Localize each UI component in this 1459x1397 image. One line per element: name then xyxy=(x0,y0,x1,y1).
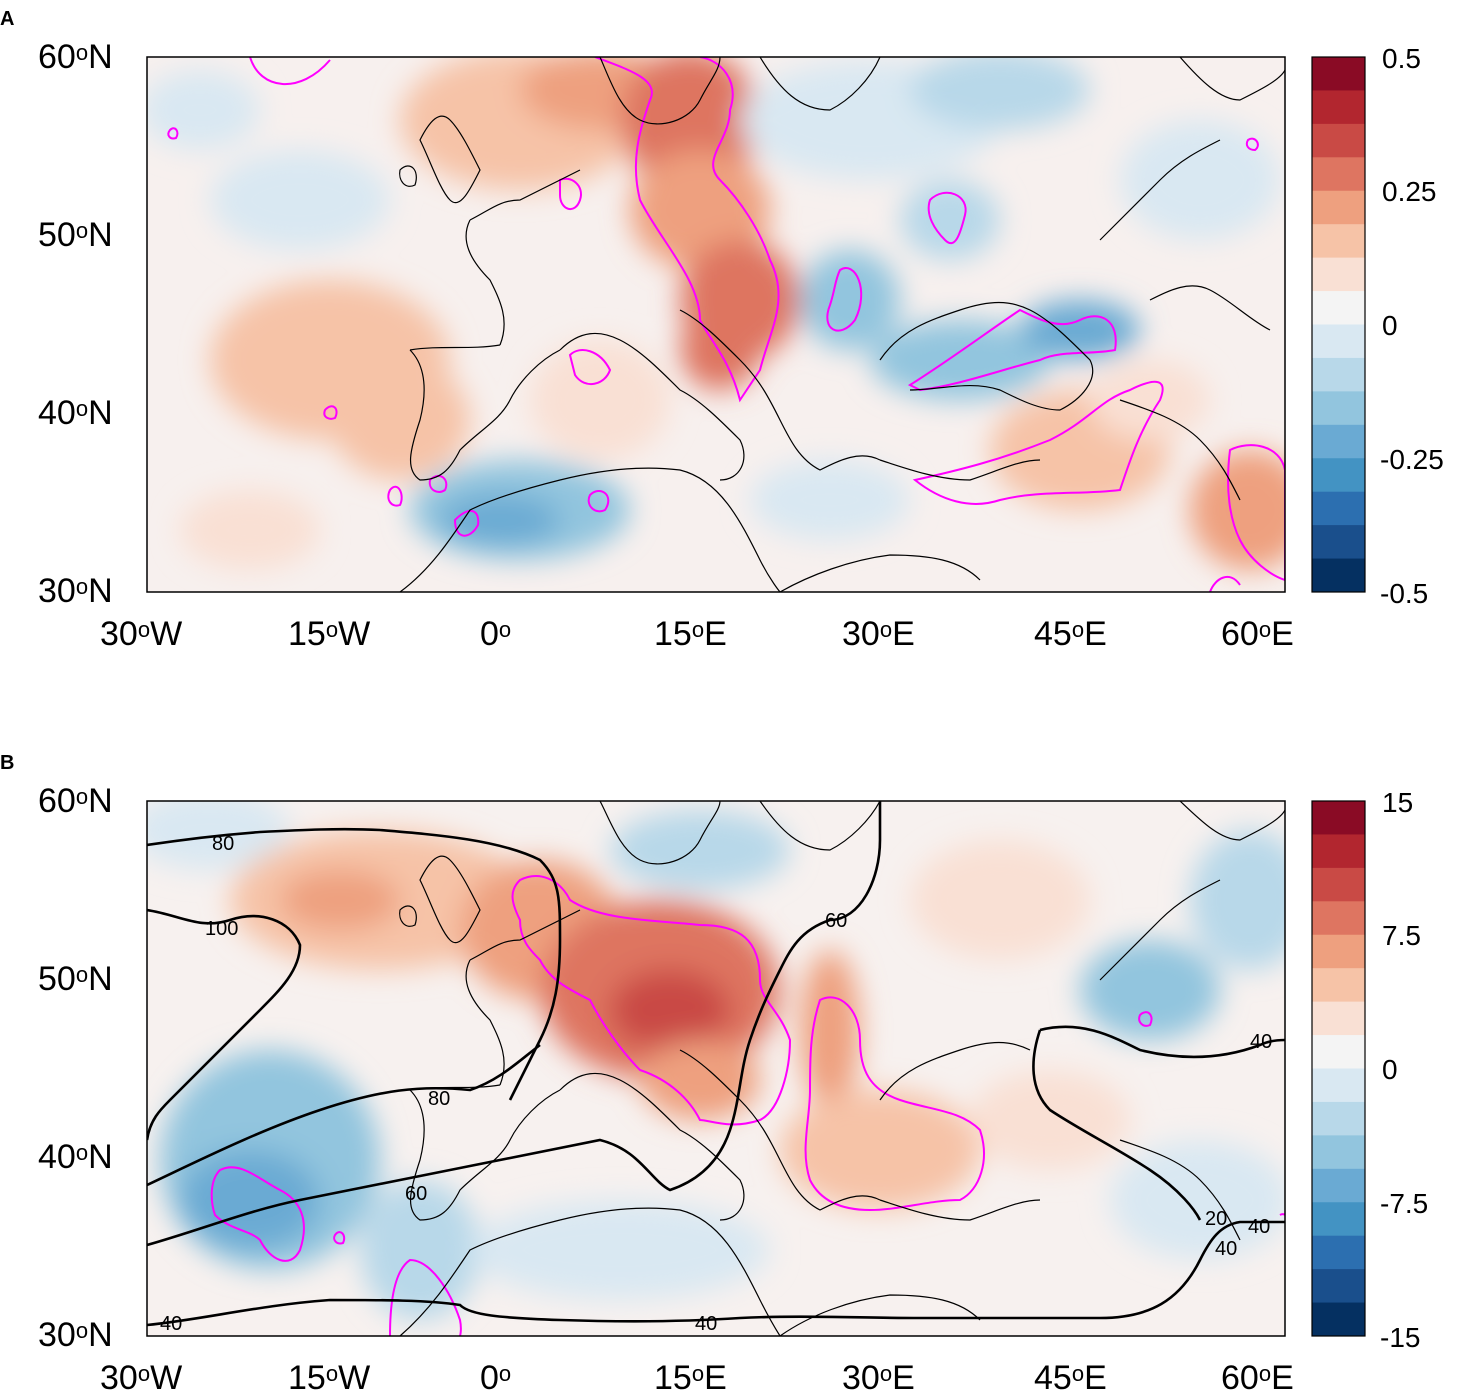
panel-a-significance-contours xyxy=(167,57,1285,592)
contour-label: 40 xyxy=(160,1313,182,1335)
latitude-tick-label: 50oN xyxy=(38,960,113,998)
colorbar-swatch xyxy=(1312,934,1365,969)
latitude-tick-label: 40oN xyxy=(38,1138,113,1176)
longitude-tick-label: 0o xyxy=(480,615,512,653)
colorbar-swatch xyxy=(1312,1135,1365,1170)
colorbar-tick-label: 0.5 xyxy=(1382,43,1421,74)
longitude-tick-label: 30oE xyxy=(842,615,915,653)
colorbar-swatch xyxy=(1312,458,1365,493)
colorbar-swatch xyxy=(1312,1001,1365,1036)
panel-b-frame xyxy=(146,800,1286,1337)
colorbar-swatch xyxy=(1312,257,1365,292)
colorbar-swatch xyxy=(1312,801,1365,835)
contour-label: 100 xyxy=(205,918,238,940)
colorbar-tick-label: -0.25 xyxy=(1380,444,1444,475)
colorbar-tick-label: -15 xyxy=(1380,1322,1421,1353)
colorbar-swatch xyxy=(1312,57,1365,91)
longitude-tick-label: 30oE xyxy=(842,1359,915,1397)
colorbar-swatch xyxy=(1312,1202,1365,1237)
colorbar-swatch xyxy=(1312,1068,1365,1103)
colorbar-swatch xyxy=(1312,1269,1365,1304)
colorbar-swatch xyxy=(1312,190,1365,225)
longitude-tick-label: 60oE xyxy=(1221,615,1294,653)
colorbar-swatch xyxy=(1312,1235,1365,1270)
colorbar-swatch xyxy=(1312,1168,1365,1203)
colorbar-tick-label: 7.5 xyxy=(1382,920,1421,951)
latitude-tick-label: 30oN xyxy=(38,1316,113,1354)
panel-b-contour-labels: 80 100 80 60 60 40 40 40 40 40 20 xyxy=(160,833,1272,1335)
colorbar-swatch xyxy=(1312,1101,1365,1136)
colorbar-tick-label: 15 xyxy=(1382,787,1414,818)
panel-b-anomaly-field: 80 100 80 60 60 40 40 40 40 40 20 xyxy=(147,801,1285,1336)
colorbar-swatch xyxy=(1312,391,1365,426)
colorbar-swatch xyxy=(1312,491,1365,526)
latitude-tick-label: 60oN xyxy=(38,38,113,76)
colorbar-swatch xyxy=(1312,291,1365,325)
colorbar-tick-label: 0 xyxy=(1382,310,1398,341)
panel-b-label: B xyxy=(0,752,15,774)
colorbar-tick-label: -7.5 xyxy=(1380,1188,1429,1219)
contour-label: 60 xyxy=(825,910,847,932)
colorbar-swatch xyxy=(1312,90,1365,125)
longitude-tick-label: 0o xyxy=(480,1359,512,1397)
latitude-tick-label: 30oN xyxy=(38,572,113,610)
colorbar-swatch xyxy=(1312,558,1365,593)
longitude-tick-label: 15oE xyxy=(654,615,727,653)
colorbar-swatch xyxy=(1312,324,1365,359)
colorbar-swatch xyxy=(1312,424,1365,459)
colorbar-swatch xyxy=(1312,157,1365,192)
colorbar-swatch xyxy=(1312,867,1365,902)
latitude-tick-label: 40oN xyxy=(38,394,113,432)
panel-a-colorbar xyxy=(1312,57,1365,593)
panel-a-anomaly-field xyxy=(147,57,1285,592)
colorbar-swatch xyxy=(1312,525,1365,560)
latitude-tick-label: 50oN xyxy=(38,216,113,254)
longitude-tick-label: 15oE xyxy=(654,1359,727,1397)
contour-label: 80 xyxy=(428,1088,450,1110)
longitude-tick-label: 30oW xyxy=(100,1359,183,1397)
colorbar-swatch xyxy=(1312,968,1365,1003)
latitude-tick-label: 60oN xyxy=(38,782,113,820)
colorbar-swatch xyxy=(1312,1035,1365,1069)
longitude-tick-label: 15oW xyxy=(288,1359,371,1397)
colorbar-tick-label: 0 xyxy=(1382,1054,1398,1085)
colorbar-tick-label: -0.5 xyxy=(1380,578,1429,609)
contour-label: 80 xyxy=(212,833,234,855)
contour-label: 40 xyxy=(1215,1238,1237,1260)
panel-b-colorbar xyxy=(1312,801,1365,1337)
contour-label: 40 xyxy=(695,1313,717,1335)
colorbar-swatch xyxy=(1312,224,1365,259)
colorbar-swatch xyxy=(1312,123,1365,158)
longitude-tick-label: 15oW xyxy=(288,615,371,653)
contour-label: 40 xyxy=(1248,1216,1270,1238)
contour-label: 60 xyxy=(405,1183,427,1205)
longitude-tick-label: 30oW xyxy=(100,615,183,653)
colorbar-swatch xyxy=(1312,1302,1365,1337)
panel-a-label: A xyxy=(0,8,15,30)
contour-label: 40 xyxy=(1250,1031,1272,1053)
colorbar-tick-label: 0.25 xyxy=(1382,176,1437,207)
longitude-tick-label: 45oE xyxy=(1034,615,1107,653)
longitude-tick-label: 45oE xyxy=(1034,1359,1107,1397)
panel-a-frame xyxy=(146,56,1286,593)
colorbar-swatch xyxy=(1312,901,1365,936)
colorbar-swatch xyxy=(1312,357,1365,392)
panel-b-coastlines xyxy=(399,801,1285,1336)
colorbar-swatch xyxy=(1312,834,1365,869)
panel-a-coastlines xyxy=(399,57,1285,592)
panel-b-significance-contours xyxy=(210,875,1285,1336)
contour-label: 20 xyxy=(1205,1208,1227,1230)
panel-b-labeled-contours xyxy=(147,801,1285,1327)
longitude-tick-label: 60oE xyxy=(1221,1359,1294,1397)
